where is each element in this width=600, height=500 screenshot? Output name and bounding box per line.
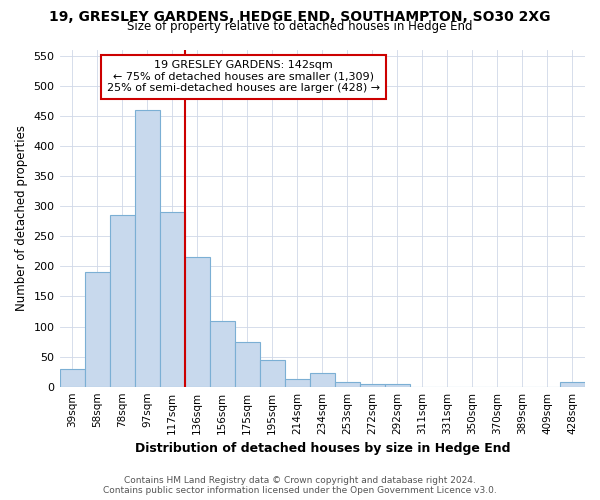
- Y-axis label: Number of detached properties: Number of detached properties: [15, 126, 28, 312]
- Text: 19 GRESLEY GARDENS: 142sqm  
← 75% of detached houses are smaller (1,309)
25% of: 19 GRESLEY GARDENS: 142sqm ← 75% of deta…: [107, 60, 380, 94]
- Text: 19, GRESLEY GARDENS, HEDGE END, SOUTHAMPTON, SO30 2XG: 19, GRESLEY GARDENS, HEDGE END, SOUTHAMP…: [49, 10, 551, 24]
- Text: Contains HM Land Registry data © Crown copyright and database right 2024.
Contai: Contains HM Land Registry data © Crown c…: [103, 476, 497, 495]
- Bar: [310, 374, 335, 386]
- Bar: [185, 258, 209, 386]
- Bar: [235, 342, 260, 386]
- Bar: [160, 212, 185, 386]
- Bar: [335, 382, 360, 386]
- Bar: [110, 216, 134, 386]
- Bar: [285, 379, 310, 386]
- X-axis label: Distribution of detached houses by size in Hedge End: Distribution of detached houses by size …: [134, 442, 510, 455]
- Text: Size of property relative to detached houses in Hedge End: Size of property relative to detached ho…: [127, 20, 473, 33]
- Bar: [209, 320, 235, 386]
- Bar: [134, 110, 160, 386]
- Bar: [85, 272, 110, 386]
- Bar: [360, 384, 385, 386]
- Bar: [260, 360, 285, 386]
- Bar: [59, 368, 85, 386]
- Bar: [560, 382, 585, 386]
- Bar: [385, 384, 410, 386]
